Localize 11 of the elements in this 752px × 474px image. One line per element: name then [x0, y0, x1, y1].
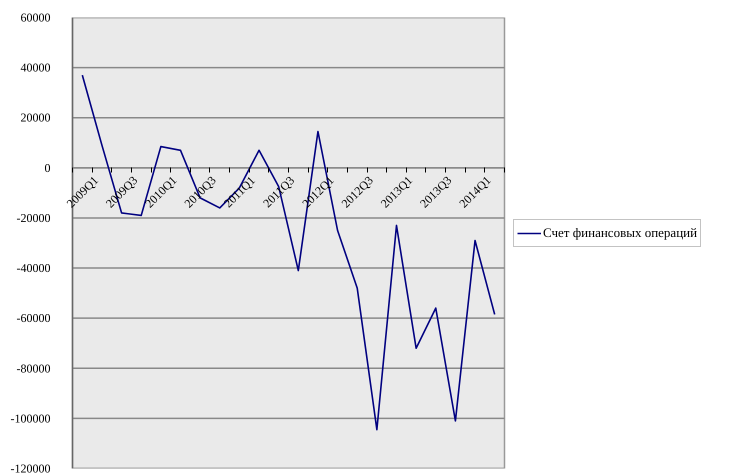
y-tick-label: -20000	[16, 210, 51, 225]
y-tick-label: 40000	[20, 60, 50, 75]
y-tick-label: -60000	[16, 311, 51, 326]
y-tick-label: -100000	[10, 411, 51, 426]
y-tick-label: 0	[44, 160, 50, 175]
y-tick-label: 60000	[20, 10, 50, 24]
y-tick-label: -40000	[16, 261, 51, 276]
legend-label: Счет финансовых операций	[543, 225, 698, 241]
y-tick-label: -120000	[10, 462, 51, 474]
y-tick-label: -80000	[16, 361, 51, 376]
y-tick-label: 20000	[20, 110, 50, 125]
